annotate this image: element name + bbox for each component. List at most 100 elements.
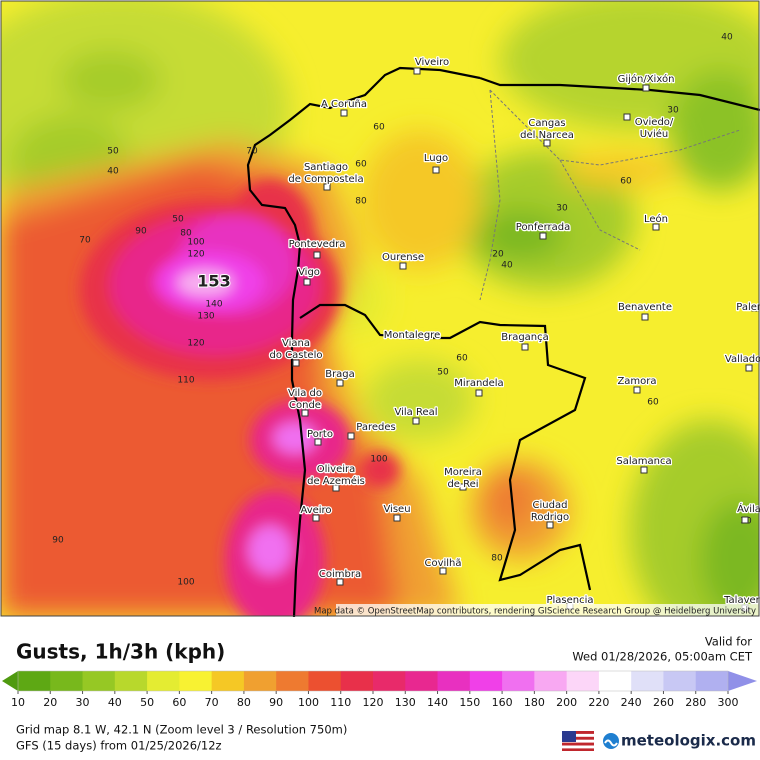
colorbar: 10 20 30 40 50 60 70 80 90 100 110 120 130 140 150 160 1… [2,670,757,709]
contour-label: 20 [492,250,504,260]
city-marker [413,67,421,75]
contour-label: 60 [456,354,468,364]
brand[interactable]: meteologix.com [621,732,756,750]
city-marker [340,109,348,117]
colorbar-tick-label: 240 [621,696,642,709]
contour-label: 80 [355,197,367,207]
city-marker [303,278,311,286]
colorbar-tick-label: 60 [172,696,186,709]
contour-label: 100 [187,238,204,248]
city-label: Palencia [736,302,760,313]
city-label: Conde [289,400,321,411]
city-label: Vila Real [394,407,437,418]
city-label: de Compostela [288,174,363,185]
city-marker [539,232,547,240]
city-label: A Coruña [321,99,367,110]
city-marker [432,166,440,174]
colorbar-swatch [82,671,116,691]
city-marker [652,223,660,231]
city-label: Talavera [723,595,760,606]
contour-label: 50 [107,147,119,157]
colorbar-swatch [243,671,277,691]
city-label: Ponferrada [516,222,570,233]
colorbar-tick-label: 30 [76,696,90,709]
city-marker [313,251,321,259]
city-label: Rodrigo [531,512,569,523]
city-marker [741,516,749,524]
map: 40 50 40 70 60 60 80 50 90 80 70 100 120 153 140 130 120… [0,0,760,617]
city-marker [475,389,483,397]
contour-label: 130 [197,312,214,322]
colorbar-swatch [308,671,342,691]
colorbar-swatch [437,671,471,691]
city-label: de Rei [447,479,478,490]
colorbar-tick-label: 160 [492,696,513,709]
city-marker [623,113,631,121]
city-marker [459,483,467,491]
contour-label: 90 [135,227,147,237]
city-marker [751,304,759,312]
colorbar-tick-label: 180 [524,696,545,709]
colorbar-tick-label: 40 [108,696,122,709]
colorbar-swatch [50,671,84,691]
city-label: Moreira [444,467,482,478]
attribution: Map data © OpenStreetMap contributors, r… [314,607,756,617]
colorbar-arrow-high [728,671,757,691]
legend: Gusts, 1h/3h (kph) Valid for Wed 01/28/2… [2,635,757,753]
contour-label: 40 [501,261,513,271]
colorbar-swatch [663,671,697,691]
city-label: Ourense [382,252,424,263]
colorbar-swatch [598,671,632,691]
city-label: Bragança [501,332,549,343]
colorbar-swatch [276,671,309,691]
contour-label: 80 [491,554,503,564]
city-marker [546,521,554,529]
city-label: Coimbra [319,569,361,580]
contour-label: 70 [246,147,258,157]
colorbar-swatch [18,671,51,691]
city-label: Santiago [304,162,348,173]
contour-label: 60 [355,160,367,170]
contour-label: 30 [556,204,568,214]
contour-label: 80 [180,229,192,239]
city-marker [336,379,344,387]
colorbar-swatch [373,671,406,691]
city-marker [412,417,420,425]
contour-label: 60 [373,123,385,133]
contour-label: 100 [370,455,387,465]
city-marker [521,343,529,351]
city-label: Ávila [737,502,760,515]
colorbar-tick-label: 120 [363,696,384,709]
colorbar-tick-label: 70 [205,696,219,709]
colorbar-tick-label: 90 [269,696,283,709]
colorbar-swatch [469,671,503,691]
city-marker [314,438,322,446]
colorbar-tick-label: 110 [330,696,351,709]
city-label: Braga [325,369,355,380]
city-label: Porto [307,429,333,440]
city-label: Vigo [298,267,320,278]
colorbar-tick-label: 80 [237,696,251,709]
logo-wave [604,739,618,747]
city-label: Benavente [618,302,672,313]
city-marker [347,432,355,440]
colorbar-swatch [502,671,535,691]
contour-label: 50 [437,368,449,378]
contour-label: 153 [197,272,230,291]
contour-label: 90 [52,536,64,546]
colorbar-tick-label: 200 [556,696,577,709]
city-marker [543,139,551,147]
colorbar-swatch [211,671,245,691]
city-marker [336,578,344,586]
city-label: Aveiro [300,505,331,516]
city-label: Vila do [288,388,322,399]
city-label: do Castelo [270,350,323,361]
city-marker [642,84,650,92]
colorbar-swatch [405,671,439,691]
city-marker [301,409,309,417]
city-label: Pontevedra [289,239,346,250]
contour-label: 60 [647,398,659,408]
city-label: Covilhã [424,558,461,569]
